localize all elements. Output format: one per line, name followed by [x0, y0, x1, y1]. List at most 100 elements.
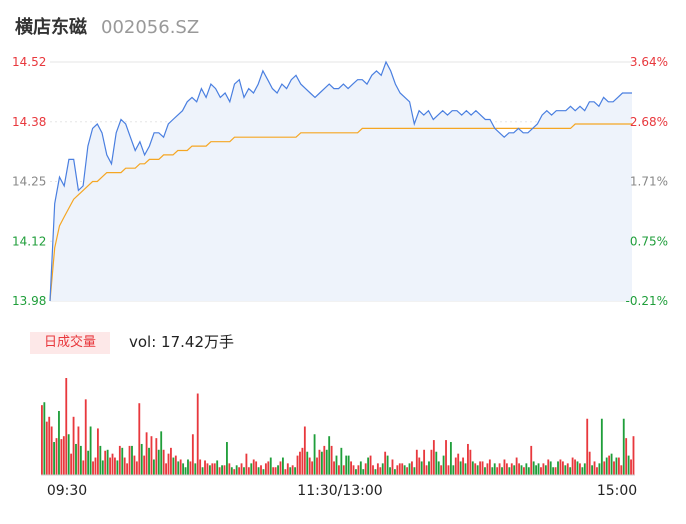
volume-bar	[92, 461, 94, 475]
time-tick-label: 11:30/13:00	[297, 483, 382, 499]
volume-bar	[525, 463, 528, 475]
volume-bar	[41, 405, 43, 475]
volume-bar	[216, 460, 219, 475]
volume-bar	[622, 418, 625, 475]
volume-bar	[625, 438, 628, 475]
volume-bar	[557, 461, 559, 475]
volume-bar	[294, 467, 297, 475]
volume-bar	[111, 453, 114, 475]
volume-bar	[323, 445, 326, 475]
volume-bar	[474, 463, 477, 475]
volume-bar	[420, 461, 423, 475]
volume-bar	[43, 402, 46, 475]
volume-bar	[84, 399, 87, 475]
volume-bar	[55, 438, 58, 475]
volume-bar	[313, 434, 316, 475]
percent-tick-label: -0.21%	[626, 294, 668, 308]
volume-bar	[143, 455, 146, 475]
volume-bar	[272, 467, 275, 475]
volume-bar	[591, 465, 594, 475]
volume-bar	[252, 459, 255, 475]
volume-bar	[445, 440, 447, 475]
volume-bar	[418, 457, 421, 475]
volume-bar	[403, 465, 406, 475]
volume-bar	[593, 461, 596, 475]
volume-bar	[510, 463, 513, 475]
intraday-price-chart: 14.52 14.38 14.25 14.12 13.98 3.64% 2.68% 1.71%…	[12, 55, 668, 308]
volume-bar	[552, 467, 555, 475]
volume-bar	[269, 457, 272, 475]
volume-bar	[240, 463, 243, 475]
volume-bar	[498, 463, 501, 475]
volume-bar	[170, 447, 172, 475]
volume-bar	[413, 467, 416, 475]
volume-bar	[491, 467, 494, 475]
volume-bar	[393, 469, 396, 475]
volume-bar	[165, 463, 167, 475]
volume-bar	[493, 463, 496, 475]
volume-bar	[347, 455, 350, 475]
volume-bar	[398, 463, 401, 475]
volume-bar	[564, 465, 567, 475]
volume-bar	[367, 457, 370, 475]
volume-bar	[437, 461, 440, 475]
volume-bar	[235, 465, 238, 475]
volume-bar	[267, 461, 270, 475]
volume-bar	[155, 438, 158, 475]
volume-bar	[396, 465, 399, 475]
volume-tab[interactable]: 日成交量	[30, 332, 110, 354]
volume-bar	[282, 457, 284, 475]
price-tick-label: 14.38	[12, 115, 46, 129]
volume-bar	[476, 465, 479, 475]
volume-bar	[255, 461, 258, 475]
volume-bar	[140, 443, 143, 475]
volume-bar	[547, 459, 550, 475]
volume-bar	[340, 447, 343, 475]
volume-bar	[194, 463, 197, 475]
volume-bar	[174, 455, 177, 475]
volume-bar	[320, 451, 323, 475]
volume-bar	[131, 445, 133, 475]
volume-bar	[187, 459, 189, 475]
volume-bar	[423, 449, 426, 475]
volume-bar	[442, 455, 445, 475]
volume-bar	[182, 463, 185, 475]
volume-bar	[596, 467, 598, 475]
volume-bar	[338, 465, 340, 475]
volume-bar	[208, 465, 211, 475]
volume-bar	[505, 463, 508, 475]
volume-bar	[191, 434, 194, 475]
volume-bar	[233, 469, 236, 475]
average-price-line	[49, 123, 632, 302]
volume-bar	[218, 467, 221, 475]
volume-bar	[372, 465, 374, 475]
volume-bar	[471, 461, 474, 475]
volume-bar	[45, 421, 48, 475]
volume-bar	[330, 445, 333, 475]
volume-bar	[452, 465, 455, 475]
volume-bar	[50, 426, 53, 475]
volume-bar	[274, 467, 277, 475]
volume-bar	[549, 461, 552, 475]
volume-bar	[260, 465, 262, 475]
volume-bar	[357, 465, 360, 475]
volume-bar	[532, 461, 535, 475]
volume-bar	[308, 457, 311, 475]
volume-bar	[425, 465, 428, 475]
volume-bar	[603, 461, 606, 475]
volume-bar	[75, 443, 77, 475]
volume-bar	[581, 467, 584, 475]
volume-bar	[432, 440, 435, 475]
volume-bar	[530, 445, 533, 475]
volume-bar	[101, 460, 104, 475]
volume-bar	[133, 455, 136, 475]
volume-bar	[379, 467, 382, 475]
volume-bar	[579, 463, 581, 475]
volume-bar	[488, 459, 491, 475]
volume-bar	[459, 461, 462, 475]
volume-bar	[561, 461, 564, 475]
volume-bar	[411, 461, 413, 475]
volume-bar	[335, 455, 338, 475]
volume-bar	[58, 410, 60, 475]
volume-bar	[238, 467, 241, 475]
